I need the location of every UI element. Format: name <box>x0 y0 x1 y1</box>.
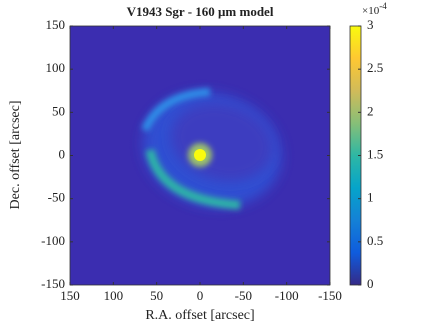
y-axis-label: Dec. offset [arcsec] <box>8 101 23 210</box>
bright-arc <box>145 148 241 210</box>
chart-title: V1943 Sgr - 160 μm model <box>127 4 274 19</box>
y-tick-label: -50 <box>48 190 65 205</box>
multiplier-exponent: -4 <box>379 1 387 11</box>
colorbar-tick-label: 3 <box>367 17 374 32</box>
colorbar-tick-label: 1.5 <box>367 146 383 161</box>
x-tick-label: -50 <box>235 288 252 303</box>
x-tick-label: 150 <box>60 288 80 303</box>
y-tick-label: 50 <box>52 103 65 118</box>
colorbar-multiplier: ×10-4 <box>362 1 387 16</box>
colorbar-tick-label: 0.5 <box>367 233 383 248</box>
central-star <box>194 149 206 161</box>
x-tick-label: -100 <box>275 288 299 303</box>
multiplier-base: ×10 <box>362 5 380 17</box>
y-tick-label: 0 <box>59 146 66 161</box>
colorbar-tick-label: 2 <box>367 103 374 118</box>
x-axis-label: R.A. offset [arcsec] <box>145 308 254 323</box>
x-tick-label: 0 <box>197 288 204 303</box>
y-tick-label: 100 <box>46 60 66 75</box>
x-tick-label: -150 <box>318 288 342 303</box>
y-tick-label: 150 <box>46 17 66 32</box>
x-tick-label: 100 <box>104 288 124 303</box>
model-image <box>70 26 330 285</box>
colorbar-tick-label: 2.5 <box>367 60 383 75</box>
x-tick-label: 50 <box>150 288 163 303</box>
upper-arc <box>141 88 211 132</box>
y-tick-label: -100 <box>41 233 65 248</box>
colorbar-tick-label: 1 <box>367 190 374 205</box>
colorbar-tick-label: 0 <box>367 276 374 291</box>
y-tick-label: -150 <box>41 276 65 291</box>
